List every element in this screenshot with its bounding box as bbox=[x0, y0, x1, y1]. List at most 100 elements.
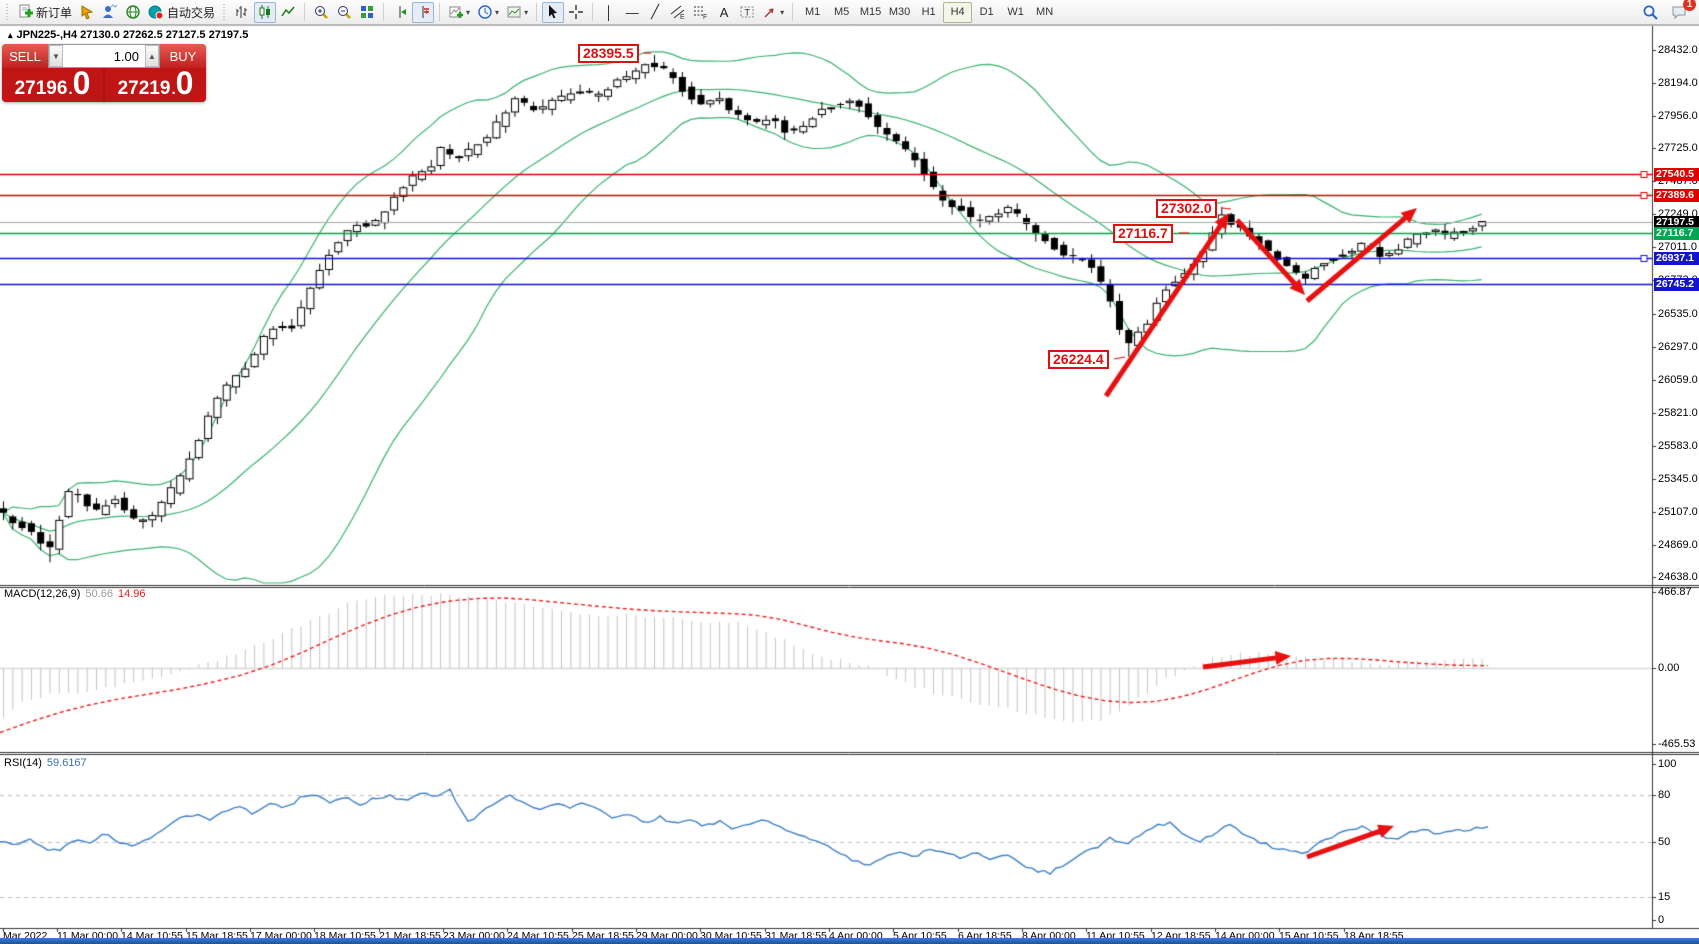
timeframe-mn-button[interactable]: MN bbox=[1036, 5, 1054, 18]
zoom-out-button[interactable] bbox=[333, 2, 355, 23]
axis-tick-label: 25821.0 bbox=[1658, 406, 1698, 419]
candlestick-icon bbox=[259, 5, 271, 19]
horizontal-line-tool[interactable]: — bbox=[621, 2, 643, 23]
volume-value[interactable]: 1.00 bbox=[113, 48, 139, 64]
hline-icon: — bbox=[625, 4, 639, 20]
toolbar-grip[interactable] bbox=[222, 4, 228, 20]
timeframe-d1-button[interactable]: D1 bbox=[979, 5, 994, 18]
axis-tick-label: 27725.0 bbox=[1658, 142, 1698, 155]
axis-tick-label: -465.53 bbox=[1658, 738, 1696, 750]
text-label-tool[interactable]: T bbox=[736, 2, 758, 23]
volume-decrease-button[interactable]: ▼ bbox=[49, 45, 63, 67]
axis-tick-label: 28194.0 bbox=[1658, 77, 1698, 90]
volume-field[interactable]: ▼ 1.00 ▲ bbox=[48, 44, 160, 68]
timeframe-m1-button[interactable]: M1 bbox=[804, 5, 821, 18]
line-chart-icon bbox=[281, 6, 295, 17]
price-tag: 27540.5 bbox=[1654, 167, 1699, 181]
auto-scroll-button[interactable] bbox=[389, 2, 411, 23]
tile-windows-icon bbox=[361, 6, 374, 18]
clock-icon bbox=[478, 5, 492, 19]
auto-trading-button[interactable]: 自动交易 bbox=[145, 2, 218, 23]
toolbar-grip[interactable] bbox=[5, 4, 10, 20]
crosshair-tool-button[interactable] bbox=[565, 2, 587, 23]
price-tag: 26745.2 bbox=[1654, 278, 1699, 292]
vertical-line-tool[interactable]: │ bbox=[598, 2, 620, 23]
line-chart-mode-button[interactable] bbox=[277, 2, 299, 23]
profile-button[interactable] bbox=[99, 2, 121, 23]
chevron-down-icon: ▾ bbox=[495, 7, 500, 17]
timeframe-h1-button[interactable]: H1 bbox=[921, 5, 936, 18]
chart-shift-button[interactable] bbox=[412, 1, 435, 23]
chart-shift-icon bbox=[422, 6, 430, 18]
vline-icon: │ bbox=[605, 4, 614, 20]
axis-tick-label: 15 bbox=[1658, 890, 1671, 903]
period-button[interactable]: ▾ bbox=[474, 2, 502, 23]
bar-chart-mode-button[interactable] bbox=[231, 2, 253, 23]
tile-windows-button[interactable] bbox=[356, 2, 378, 23]
zoom-in-icon bbox=[315, 6, 328, 19]
broadcast-button[interactable] bbox=[122, 2, 144, 23]
axis-tick-label: 28432.0 bbox=[1658, 44, 1698, 56]
volume-increase-button[interactable]: ▲ bbox=[145, 45, 159, 67]
timeframe-h4-button[interactable]: H4 bbox=[943, 1, 973, 23]
new-order-label: 新订单 bbox=[36, 5, 73, 20]
text-icon: A bbox=[719, 4, 729, 20]
zoom-in-button[interactable] bbox=[310, 2, 332, 23]
axis-tick-label: 26059.0 bbox=[1658, 373, 1698, 386]
trendline-tool[interactable]: ╱ bbox=[644, 2, 666, 23]
axis-tick-label: 27011.0 bbox=[1658, 241, 1697, 254]
axis-tick-label: 100 bbox=[1658, 758, 1677, 770]
axis-tick-label: 25107.0 bbox=[1658, 505, 1698, 518]
notifications-button[interactable]: 1 bbox=[1668, 0, 1696, 23]
template-button[interactable]: ▾ bbox=[503, 2, 531, 23]
arrows-tool[interactable]: ▾ bbox=[759, 2, 787, 23]
main-toolbar: 新订单 自动交易 ▾ ▾ bbox=[0, 0, 1699, 25]
axis-tick-label: 25345.0 bbox=[1658, 472, 1698, 485]
candlestick-mode-button[interactable] bbox=[254, 1, 277, 23]
channel-icon: E bbox=[670, 5, 685, 20]
new-order-icon bbox=[19, 4, 33, 18]
axis-tick-label: 50 bbox=[1658, 836, 1671, 848]
price-annotation[interactable]: 27116.7 bbox=[1113, 224, 1173, 243]
svg-text:E: E bbox=[680, 14, 685, 20]
add-indicator-icon bbox=[449, 6, 464, 18]
auto-trading-label: 自动交易 bbox=[167, 5, 216, 20]
add-indicator-button[interactable]: ▾ bbox=[445, 2, 473, 23]
axis-tick-label: 0 bbox=[1658, 914, 1665, 926]
text-tool[interactable]: A bbox=[713, 2, 735, 23]
price-annotation[interactable]: 28395.5 bbox=[578, 44, 639, 63]
chevron-down-icon: ▾ bbox=[466, 7, 471, 17]
new-order-button[interactable]: 新订单 bbox=[14, 2, 75, 23]
channel-tool[interactable]: E bbox=[667, 2, 689, 23]
sell-price[interactable]: 27196. 0 bbox=[2, 67, 103, 102]
axis-tick-label: 0.00 bbox=[1658, 662, 1680, 675]
timeframe-m5-button[interactable]: M5 bbox=[833, 5, 850, 18]
template-icon bbox=[507, 6, 521, 18]
fibonacci-tool[interactable]: F bbox=[690, 2, 712, 23]
search-button[interactable] bbox=[1639, 2, 1662, 23]
price-annotation[interactable]: 27302.0 bbox=[1156, 199, 1217, 218]
buy-price[interactable]: 27219. 0 bbox=[105, 67, 206, 102]
auto-trading-icon bbox=[148, 5, 164, 20]
gold-pointer-icon bbox=[81, 5, 94, 20]
auto-scroll-icon bbox=[399, 6, 407, 18]
notification-badge: 1 bbox=[1683, 0, 1696, 11]
cursor-tool-button[interactable] bbox=[542, 1, 565, 23]
axis-tick-label: 26535.0 bbox=[1658, 307, 1698, 320]
sell-button[interactable]: SELL bbox=[2, 44, 48, 68]
axis-tick-label: 80 bbox=[1658, 789, 1671, 802]
timeframe-m30-button[interactable]: M30 bbox=[888, 5, 911, 18]
bar-chart-icon bbox=[236, 6, 248, 18]
buy-button[interactable]: BUY bbox=[160, 44, 206, 68]
market-watch-button[interactable] bbox=[76, 2, 98, 23]
timeframe-m15-button[interactable]: M15 bbox=[859, 5, 882, 18]
taskbar-sliver bbox=[0, 938, 1699, 944]
price-tag: 27389.6 bbox=[1654, 188, 1699, 202]
symbol-ohlc-readout: ▴ JPN225-,H4 27130.0 27262.5 27127.5 2719… bbox=[8, 29, 249, 41]
axis-tick-label: 25583.0 bbox=[1658, 439, 1698, 452]
price-annotation[interactable]: 26224.4 bbox=[1048, 350, 1109, 369]
axis-tick-label: 466.87 bbox=[1658, 586, 1692, 598]
zoom-out-icon bbox=[338, 6, 351, 19]
timeframe-w1-button[interactable]: W1 bbox=[1007, 5, 1024, 18]
